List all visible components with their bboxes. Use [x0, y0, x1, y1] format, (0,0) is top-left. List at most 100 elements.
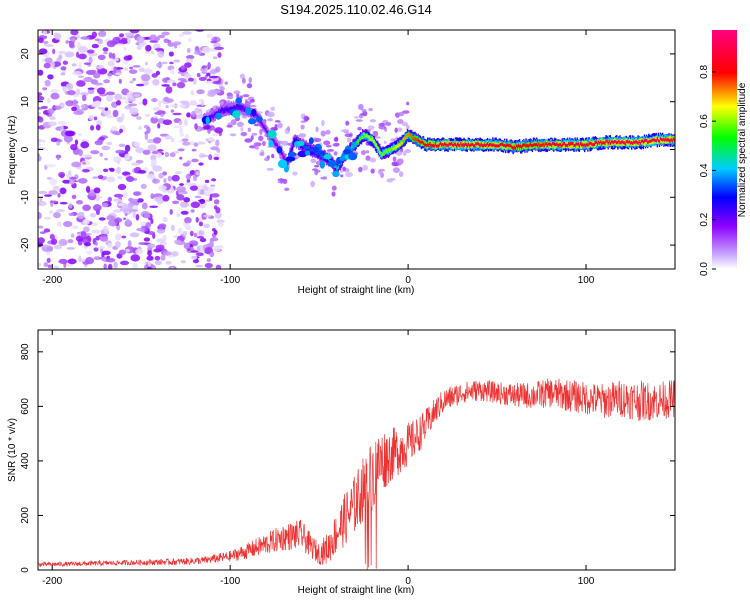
spectrogram-noise-blob [52, 48, 56, 55]
spectrogram-noise-blob [149, 34, 158, 42]
figure-title: S194.2025.110.02.46.G14 [280, 2, 432, 17]
spectrogram-ridge-cell [275, 142, 277, 146]
spectrogram-ridge-cell [588, 142, 590, 146]
spectrogram-noise-blob [370, 168, 375, 174]
spectrogram-noise-blob [64, 51, 75, 58]
spectrogram-ridge-cell [290, 149, 292, 153]
spectrogram-noise-blob [210, 184, 216, 188]
spectrogram-ridge-cell [500, 142, 503, 146]
spectrogram-noise-blob [143, 237, 151, 242]
spectrogram-noise-blob [93, 256, 101, 261]
spectrogram-noise-blob [162, 194, 170, 202]
spectrogram-noise-blob [52, 185, 60, 191]
spectrogram-noise-blob [150, 218, 154, 225]
spectrogram-noise-blob [82, 218, 90, 226]
spectrogram-noise-blob [56, 154, 60, 161]
spectrogram-noise-blob [194, 107, 200, 114]
spectrogram-noise-blob [115, 149, 125, 154]
spectrogram-ridge-cell [423, 143, 426, 147]
spectrogram-noise-blob [345, 120, 350, 126]
spectrogram-noise-blob [67, 258, 77, 265]
spectrogram-noise-blob [401, 121, 408, 127]
spectrogram-noise-blob [43, 216, 52, 220]
spectrogram-noise-blob [147, 266, 152, 269]
spectrogram-noise-blob [395, 150, 403, 156]
x-tick-label: -200 [42, 576, 62, 587]
spectrogram-noise-blob [146, 243, 156, 249]
spectrogram-ridge-cell [388, 149, 391, 153]
spectrogram-noise-blob [125, 248, 131, 253]
spectrogram-ridge-blob [251, 108, 257, 117]
spectrogram-ridge-cell [639, 141, 641, 145]
spectrogram-ridge-cell [217, 110, 220, 114]
spectrogram-ridge-cell [633, 140, 635, 144]
x-tick-label: 100 [578, 275, 595, 286]
spectrogram-noise-blob [108, 52, 113, 59]
spectrogram-noise-blob [106, 94, 114, 102]
spectrogram-noise-blob [340, 129, 349, 133]
spectrogram-noise-blob [194, 50, 202, 55]
spectrogram-ridge-cell [596, 142, 599, 146]
spectrogram-noise-blob [165, 260, 172, 265]
spectrogram-ridge-cell [589, 141, 591, 145]
spectrogram-noise-blob [382, 120, 389, 123]
spectrogram-ridge-cell [519, 144, 522, 148]
spectrogram-ridge-cell [361, 136, 364, 140]
spectrogram-noise-blob [105, 257, 116, 263]
spectrogram-ridge-cell [291, 146, 293, 150]
spectrogram-ridge-cell [379, 150, 381, 154]
spectrogram-ridge-cell [487, 144, 490, 148]
spectrogram-ridge-cell [384, 150, 386, 154]
spectrogram-noise-blob [106, 91, 116, 96]
spectrogram-noise-blob [178, 183, 185, 186]
spectrogram-noise-blob [184, 216, 192, 224]
spectrogram-noise-blob [46, 164, 56, 168]
spectrogram-noise-blob [212, 56, 218, 60]
spectrogram-ridge-cell [464, 142, 466, 149]
spectrogram-noise-blob [136, 45, 142, 51]
spectrogram-ridge-cell [221, 108, 223, 112]
spectrogram-ridge-cell [387, 148, 389, 152]
spectrogram-ridge-cell [228, 107, 230, 111]
spectrogram-noise-blob [353, 116, 359, 119]
spectrogram-ridge-cell [434, 143, 436, 150]
spectrogram-ridge-cell [564, 143, 567, 147]
y-tick-label: 10 [20, 96, 31, 108]
spectrogram-noise-blob [172, 41, 182, 46]
spectrogram-noise-blob [133, 93, 141, 98]
spectrogram-ridge-cell [241, 105, 243, 109]
spectrogram-ridge-cell [655, 135, 657, 142]
spectrogram-noise-blob [62, 179, 71, 184]
spectrogram-ridge-cell [276, 144, 278, 151]
spectrogram-ridge-cell [636, 140, 638, 144]
spectrogram-noise-blob [93, 247, 99, 252]
spectrogram-ridge-cell [438, 143, 441, 147]
spectrogram-noise-blob [116, 166, 121, 174]
spectrogram-ridge-cell [663, 137, 665, 141]
spectrogram-ridge-cell [321, 154, 323, 158]
spectrogram-ridge-cell [432, 143, 434, 147]
spectrogram-noise-blob [203, 223, 210, 229]
spectrogram-noise-blob [77, 45, 88, 53]
spectrogram-ridge-cell [229, 107, 231, 111]
spectrogram-noise-blob [49, 233, 55, 240]
spectrogram-noise-blob [326, 149, 335, 152]
spectrogram-noise-blob [112, 130, 120, 135]
spectrogram-noise-blob [190, 201, 201, 209]
spectrogram-ridge-blob [308, 137, 314, 145]
spectrogram-noise-blob [89, 212, 97, 218]
spectrogram-ridge-cell [377, 147, 380, 151]
spectrogram-noise-blob [270, 126, 279, 131]
spectrogram-noise-blob [179, 156, 183, 160]
spectrogram-ridge-cell [214, 112, 217, 116]
spectrogram-noise-blob [199, 198, 206, 205]
spectrogram-noise-blob [67, 90, 76, 96]
spectrogram-ridge-cell [404, 134, 407, 141]
spectrogram-noise-blob [315, 126, 319, 133]
spectrogram-noise-blob [202, 186, 209, 191]
spectrogram-noise-blob [70, 30, 79, 36]
spectrogram-noise-blob [203, 124, 211, 130]
spectrogram-noise-blob [161, 61, 168, 65]
spectrogram-ridge-cell [565, 143, 568, 147]
